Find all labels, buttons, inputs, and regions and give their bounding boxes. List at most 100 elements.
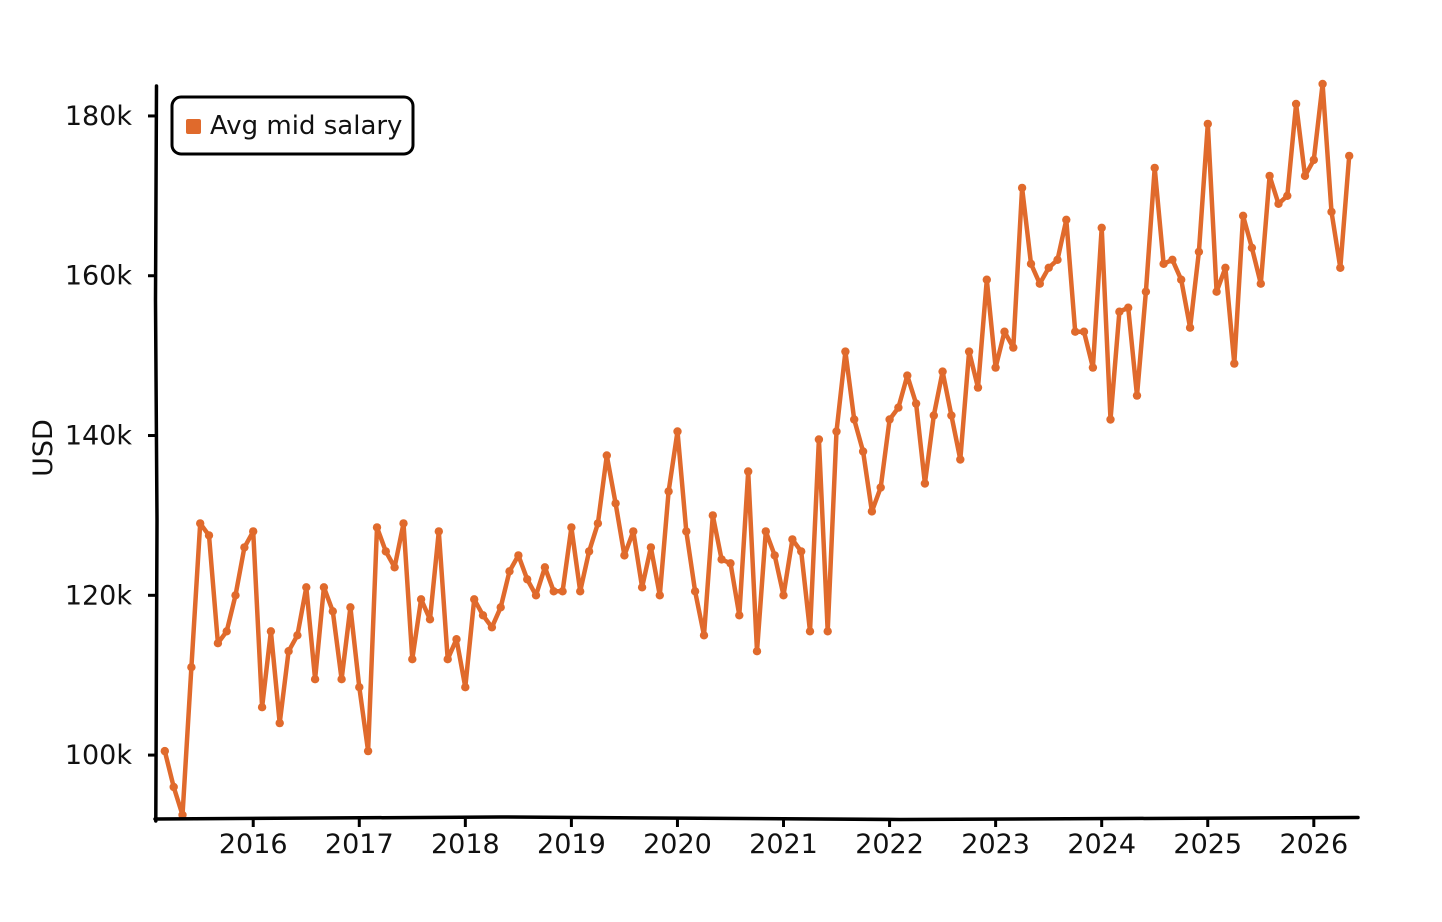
data-point xyxy=(549,587,558,596)
legend-swatch xyxy=(186,119,201,134)
data-point xyxy=(1274,199,1283,208)
data-point xyxy=(805,627,815,636)
data-point xyxy=(1044,263,1053,272)
data-point xyxy=(249,527,258,536)
data-point xyxy=(434,527,443,536)
y-axis-line xyxy=(153,84,159,823)
data-point xyxy=(1238,211,1248,220)
data-point xyxy=(938,367,947,376)
data-point xyxy=(257,703,267,712)
data-point xyxy=(744,467,753,476)
data-point xyxy=(187,663,196,672)
x-axis-ticks: 2016 2017 2018 2019 2020 2021 2022 2023 2024 2025… xyxy=(219,819,1348,860)
data-point xyxy=(1177,275,1186,284)
data-point xyxy=(231,591,240,600)
data-point xyxy=(708,511,717,520)
x-axis-line xyxy=(153,815,1360,822)
data-point xyxy=(629,527,638,536)
y-tick-label: 140k xyxy=(65,421,133,452)
data-point xyxy=(929,411,938,420)
data-point xyxy=(487,623,497,632)
data-point xyxy=(160,746,169,756)
data-point xyxy=(1256,279,1266,288)
data-point xyxy=(602,451,611,460)
data-point xyxy=(196,519,205,528)
data-point xyxy=(876,483,885,492)
data-point xyxy=(337,675,346,684)
data-point xyxy=(355,683,364,692)
data-point xyxy=(1026,259,1036,268)
data-point xyxy=(310,675,320,684)
data-point xyxy=(964,347,974,356)
x-tick-label: 2017 xyxy=(325,829,394,860)
data-point xyxy=(505,567,514,576)
data-point xyxy=(266,627,276,636)
data-point xyxy=(443,655,452,664)
data-point xyxy=(858,447,868,456)
data-point xyxy=(1124,303,1133,312)
data-point xyxy=(540,563,550,572)
data-point xyxy=(1212,287,1221,296)
data-point xyxy=(690,587,700,596)
plot-area xyxy=(160,79,1354,820)
data-point xyxy=(973,383,983,392)
data-point xyxy=(328,607,337,616)
data-point xyxy=(1035,279,1045,288)
data-point xyxy=(514,551,523,560)
data-point xyxy=(673,427,682,436)
data-point xyxy=(699,631,709,640)
data-point xyxy=(894,403,903,412)
data-point xyxy=(1132,391,1142,400)
data-point xyxy=(425,615,435,624)
data-point xyxy=(496,603,505,612)
x-tick-label: 2025 xyxy=(1173,829,1242,860)
data-point xyxy=(213,639,223,648)
data-point xyxy=(1071,327,1080,336)
data-point xyxy=(558,587,567,596)
data-point xyxy=(1185,323,1195,332)
data-point xyxy=(682,527,691,536)
data-point xyxy=(531,591,541,600)
y-axis-title: USD xyxy=(28,419,59,477)
y-tick-label: 160k xyxy=(65,261,133,292)
data-point xyxy=(1159,259,1168,268)
data-point xyxy=(1168,255,1177,264)
data-point xyxy=(1230,359,1239,368)
x-tick-label: 2018 xyxy=(431,829,500,860)
data-point xyxy=(1141,287,1151,296)
data-point xyxy=(399,519,408,528)
data-point xyxy=(1345,151,1354,161)
data-point xyxy=(1088,363,1098,372)
data-point xyxy=(363,746,373,756)
y-tick-label: 100k xyxy=(65,740,133,771)
x-tick-label: 2026 xyxy=(1279,829,1348,860)
data-point xyxy=(823,627,832,636)
data-point xyxy=(284,647,293,656)
data-point xyxy=(1327,207,1336,216)
data-point xyxy=(1079,327,1089,336)
data-point xyxy=(832,427,841,436)
data-point xyxy=(797,547,806,556)
data-point xyxy=(761,527,770,536)
data-point xyxy=(956,455,965,464)
y-tick-label: 120k xyxy=(65,580,133,611)
x-tick-label: 2024 xyxy=(1067,829,1136,860)
data-point xyxy=(584,547,594,556)
x-tick-label: 2016 xyxy=(219,829,288,860)
data-point xyxy=(620,551,629,560)
data-point xyxy=(903,371,912,380)
data-point xyxy=(726,559,735,568)
series-line-avg-mid-salary xyxy=(162,81,1352,818)
data-point xyxy=(470,595,479,604)
y-axis-ticks: 100k 120k 140k 160k 180k xyxy=(65,101,156,771)
axes: 2016 2017 2018 2019 2020 2021 2022 2023 2024 2025… xyxy=(28,84,1360,860)
data-point xyxy=(275,718,284,728)
data-point xyxy=(1097,223,1106,232)
data-point xyxy=(1221,263,1230,272)
data-point xyxy=(1062,215,1071,224)
data-point xyxy=(779,591,788,600)
data-point xyxy=(1318,79,1327,89)
data-point xyxy=(735,611,744,620)
data-point xyxy=(408,655,417,664)
